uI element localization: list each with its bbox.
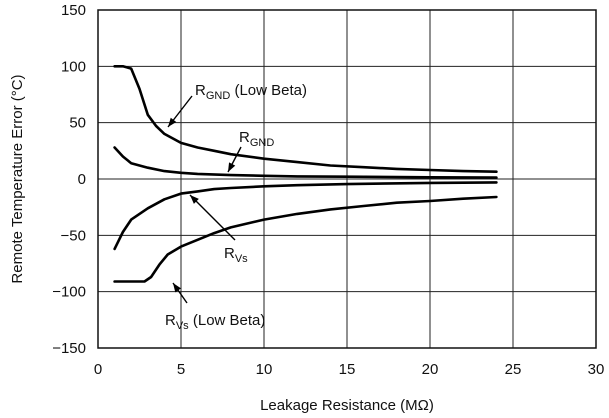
- leader-rgnd-arrowhead: [228, 162, 236, 172]
- x-tick-label: 15: [339, 361, 356, 378]
- annotation-rvs: RVs: [224, 245, 248, 265]
- y-tick-label: −50: [61, 227, 86, 244]
- y-tick-label: −100: [52, 284, 86, 301]
- y-tick-label: 100: [61, 58, 86, 75]
- x-axis-title: Leakage Resistance (MΩ): [260, 397, 434, 414]
- grid-lines: [97, 9, 597, 349]
- series-line-rvs-low-beta: [113, 195, 498, 283]
- y-tick-label: 0: [78, 171, 86, 188]
- annotation-rgnd-low-beta: RGND (Low Beta): [195, 82, 307, 102]
- y-tick-label: −150: [52, 340, 86, 357]
- x-tick-label: 25: [505, 361, 522, 378]
- x-tick-label: 10: [256, 361, 273, 378]
- annotation-rvs-low-beta: RVs (Low Beta): [165, 312, 265, 332]
- y-tick-label: 150: [61, 2, 86, 19]
- annotation-leaders: [167, 95, 242, 304]
- y-axis-title: Remote Temperature Error (°C): [9, 74, 26, 283]
- series-line-rvs: [113, 181, 498, 251]
- leader-rvs-low-beta-arrowhead: [173, 283, 182, 293]
- x-tick-label: 30: [588, 361, 605, 378]
- x-tick-label: 0: [94, 361, 102, 378]
- x-tick-label: 20: [422, 361, 439, 378]
- leader-rvs-arrowhead: [190, 195, 199, 204]
- y-tick-label: 50: [69, 115, 86, 132]
- annotation-rgnd: RGND: [239, 129, 274, 149]
- series-line-rgnd-low-beta: [113, 65, 498, 173]
- tick-labels: 0 5 10 15 20 25 30 150 100 50 0 −50 −100 −150: [52, 2, 604, 378]
- x-tick-label: 5: [177, 361, 185, 378]
- series-lines: [113, 65, 498, 283]
- plot-frame: [97, 9, 597, 349]
- leader-rgnd-low-beta-arrowhead: [168, 117, 177, 127]
- leader-rvs: [189, 194, 236, 241]
- series-line-rgnd: [113, 146, 498, 179]
